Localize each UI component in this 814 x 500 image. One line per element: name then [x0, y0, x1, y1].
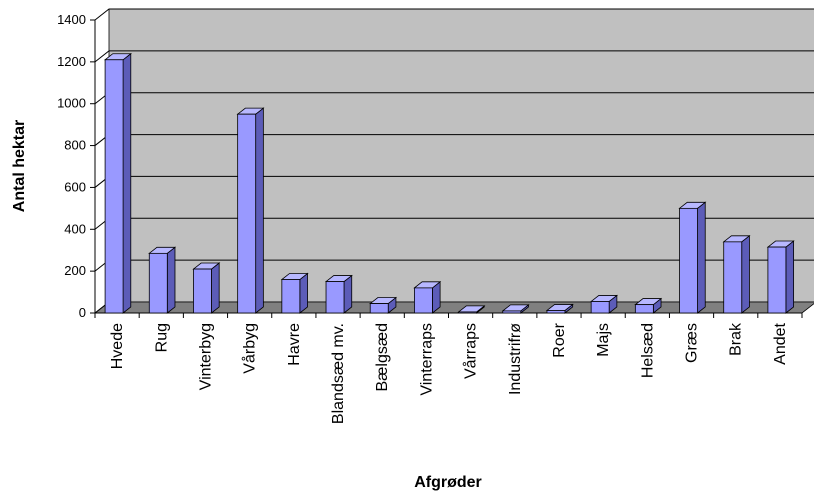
x-tick-label: Bælgsæd	[374, 323, 391, 391]
x-tick-label: Havre	[286, 323, 303, 366]
x-tick-label: Brak	[728, 322, 745, 356]
bar-vårbyg	[236, 107, 265, 314]
bar-havre	[280, 272, 309, 314]
bar-roer	[545, 303, 574, 314]
bar-brak	[722, 234, 751, 314]
bar-side	[697, 201, 706, 314]
x-tick-label: Vårbyg	[241, 323, 259, 374]
x-tick-label: Roer	[551, 322, 568, 357]
bar-front	[193, 268, 212, 314]
x-tick-label: Andet	[772, 322, 789, 364]
bar-side	[299, 272, 308, 314]
bar-bælgsæd	[369, 296, 398, 314]
bar-front	[723, 241, 743, 314]
bar-side	[211, 262, 220, 314]
x-tick-label: Vinterbyg	[197, 323, 214, 390]
x-tick-label: Hvede	[109, 323, 126, 369]
x-tick-label: Majs	[595, 323, 612, 357]
x-tick-label: Vinterraps	[418, 323, 435, 396]
bar-industrifrø	[501, 304, 530, 314]
bar-front	[148, 252, 168, 314]
bar-græs	[678, 201, 707, 314]
bar-front	[634, 304, 654, 314]
y-tick-label: 1000	[57, 96, 86, 111]
bar-vårraps	[457, 305, 486, 314]
bar-majs	[589, 294, 619, 314]
y-axis-title: Antal hektar	[11, 120, 28, 212]
bar-side	[785, 240, 795, 314]
bar-front	[325, 281, 345, 314]
y-tick-label: 600	[64, 179, 86, 194]
gridline-side	[94, 50, 110, 63]
gridline-side	[94, 8, 110, 21]
bar-blandsæd-mv-	[324, 274, 353, 314]
x-tick-label: Rug	[153, 323, 170, 352]
bar-side	[122, 52, 132, 314]
y-tick-label: 400	[64, 221, 86, 236]
bar-front	[237, 113, 257, 314]
x-tick-label: Helsæd	[639, 323, 656, 378]
y-tick-label: 1400	[57, 12, 86, 27]
bar-helsæd	[634, 297, 663, 314]
x-axis-title: Afgrøder	[414, 474, 482, 491]
x-tick-label: Blandsæd mv.	[330, 323, 347, 424]
bar-side	[166, 246, 176, 314]
x-tick-label: Græs	[684, 323, 701, 363]
y-tick-label: 800	[64, 138, 86, 153]
x-tick-label: Vårraps	[462, 323, 480, 379]
bar-front	[458, 311, 477, 314]
bar-front	[369, 303, 389, 314]
bar-front	[104, 59, 124, 314]
y-tick-label: 1200	[57, 54, 86, 69]
y-tick-label: 0	[79, 305, 86, 320]
bar-front	[679, 207, 698, 314]
bar-front	[502, 310, 522, 314]
plot-back-wall	[108, 8, 814, 303]
bar-front	[590, 301, 610, 314]
bar-rug	[148, 246, 177, 314]
bar-andet	[766, 240, 795, 314]
bar-vinterraps	[413, 281, 442, 314]
bar-side	[255, 107, 264, 314]
bar-hvede	[103, 52, 132, 314]
bar-front	[281, 279, 301, 314]
bar-front	[414, 287, 433, 314]
bar-side	[741, 234, 750, 314]
bar-front	[546, 310, 566, 314]
y-tick-label: 200	[64, 263, 86, 278]
x-tick-label: Industrifrø	[507, 323, 524, 395]
bar-vinterbyg	[192, 262, 221, 314]
bar-front	[767, 246, 787, 314]
